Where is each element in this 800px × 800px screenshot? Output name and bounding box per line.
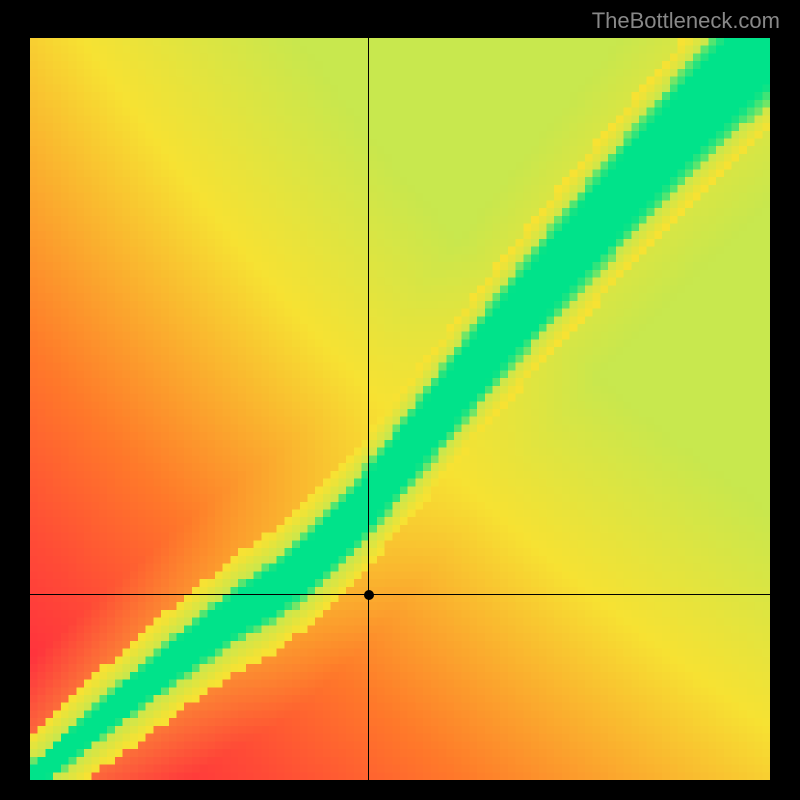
chart-container: TheBottleneck.com [0,0,800,800]
heatmap-plot [30,38,770,780]
crosshair-marker [364,590,374,600]
heatmap-canvas [30,38,770,780]
crosshair-horizontal [30,594,770,595]
watermark-text: TheBottleneck.com [592,8,780,34]
crosshair-vertical [368,38,369,780]
